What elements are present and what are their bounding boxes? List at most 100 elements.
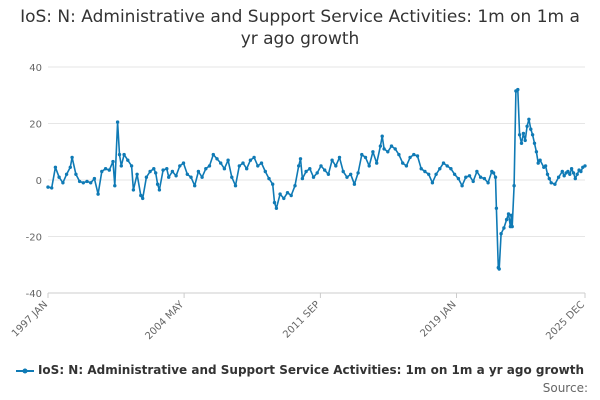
data-point[interactable]	[367, 164, 371, 168]
data-point[interactable]	[211, 152, 215, 157]
data-point[interactable]	[272, 200, 277, 205]
data-point[interactable]	[74, 172, 78, 176]
data-point[interactable]	[237, 164, 241, 168]
data-point[interactable]	[517, 133, 522, 137]
data-point[interactable]	[222, 167, 227, 171]
data-point[interactable]	[486, 181, 490, 185]
data-point[interactable]	[126, 158, 130, 162]
data-point[interactable]	[419, 167, 423, 171]
data-point[interactable]	[77, 179, 82, 184]
data-point[interactable]	[144, 175, 149, 179]
data-point[interactable]	[248, 158, 253, 162]
data-point[interactable]	[298, 157, 303, 161]
data-point[interactable]	[464, 175, 468, 179]
data-point[interactable]	[53, 165, 58, 169]
data-point[interactable]	[375, 161, 379, 165]
data-point[interactable]	[161, 168, 165, 172]
data-point[interactable]	[100, 169, 104, 174]
data-point[interactable]	[263, 169, 267, 174]
data-point[interactable]	[571, 171, 576, 175]
data-point[interactable]	[315, 171, 319, 175]
data-point[interactable]	[497, 267, 501, 271]
data-point[interactable]	[456, 176, 461, 181]
data-point[interactable]	[527, 117, 531, 122]
data-point[interactable]	[155, 182, 160, 186]
data-point[interactable]	[323, 168, 327, 172]
data-point[interactable]	[330, 158, 334, 162]
data-point[interactable]	[122, 152, 126, 157]
data-point[interactable]	[215, 157, 219, 161]
data-point[interactable]	[319, 164, 323, 168]
data-point[interactable]	[449, 167, 453, 171]
data-point[interactable]	[412, 152, 416, 157]
data-point[interactable]	[504, 217, 509, 222]
data-point[interactable]	[386, 150, 390, 154]
data-point[interactable]	[502, 226, 506, 230]
data-point[interactable]	[543, 164, 548, 168]
data-point[interactable]	[89, 181, 93, 185]
data-point[interactable]	[46, 185, 50, 189]
data-point[interactable]	[311, 175, 316, 179]
data-point[interactable]	[349, 172, 353, 176]
data-point[interactable]	[92, 176, 97, 181]
data-point[interactable]	[510, 224, 514, 229]
data-point[interactable]	[360, 152, 364, 157]
data-point[interactable]	[334, 164, 338, 168]
data-point[interactable]	[50, 186, 54, 190]
data-point[interactable]	[103, 167, 108, 171]
data-point[interactable]	[356, 171, 360, 175]
data-point[interactable]	[154, 171, 158, 175]
data-point[interactable]	[452, 172, 457, 176]
data-point[interactable]	[536, 161, 540, 165]
data-point[interactable]	[579, 169, 583, 174]
data-point[interactable]	[174, 174, 178, 178]
data-point[interactable]	[529, 127, 533, 131]
data-point[interactable]	[107, 168, 112, 172]
data-point[interactable]	[397, 152, 401, 157]
data-point[interactable]	[119, 164, 124, 168]
data-point[interactable]	[423, 169, 427, 174]
data-point[interactable]	[566, 169, 570, 174]
data-point[interactable]	[326, 172, 331, 176]
data-point[interactable]	[471, 179, 475, 184]
data-point[interactable]	[185, 172, 189, 176]
data-point[interactable]	[430, 181, 435, 185]
data-point[interactable]	[167, 175, 171, 179]
data-point[interactable]	[259, 161, 264, 165]
data-point[interactable]	[562, 174, 566, 178]
data-point[interactable]	[547, 176, 551, 181]
data-point[interactable]	[519, 141, 524, 145]
data-point[interactable]	[117, 152, 122, 157]
data-point[interactable]	[267, 176, 271, 181]
data-point[interactable]	[64, 172, 69, 176]
data-point[interactable]	[165, 167, 169, 171]
data-point[interactable]	[81, 181, 86, 185]
data-point[interactable]	[293, 184, 297, 188]
data-point[interactable]	[568, 172, 572, 176]
data-point[interactable]	[256, 164, 260, 168]
data-point[interactable]	[393, 147, 397, 151]
data-point[interactable]	[271, 182, 275, 186]
data-point[interactable]	[68, 165, 73, 169]
data-point[interactable]	[207, 164, 212, 168]
data-point[interactable]	[560, 169, 564, 174]
data-point[interactable]	[553, 182, 557, 186]
data-point[interactable]	[521, 131, 526, 136]
data-point[interactable]	[85, 179, 89, 184]
data-point[interactable]	[61, 181, 65, 185]
data-point[interactable]	[285, 191, 290, 195]
data-point[interactable]	[499, 232, 503, 236]
data-point[interactable]	[494, 206, 499, 210]
data-point[interactable]	[441, 161, 446, 165]
data-point[interactable]	[226, 158, 230, 162]
data-point[interactable]	[148, 169, 152, 174]
data-point[interactable]	[152, 167, 156, 171]
data-point[interactable]	[549, 181, 553, 185]
data-point[interactable]	[530, 133, 535, 137]
data-point[interactable]	[556, 175, 561, 179]
data-point[interactable]	[300, 176, 305, 181]
data-point[interactable]	[532, 141, 537, 145]
data-point[interactable]	[538, 158, 542, 162]
data-point[interactable]	[434, 172, 438, 176]
data-point[interactable]	[427, 172, 431, 176]
